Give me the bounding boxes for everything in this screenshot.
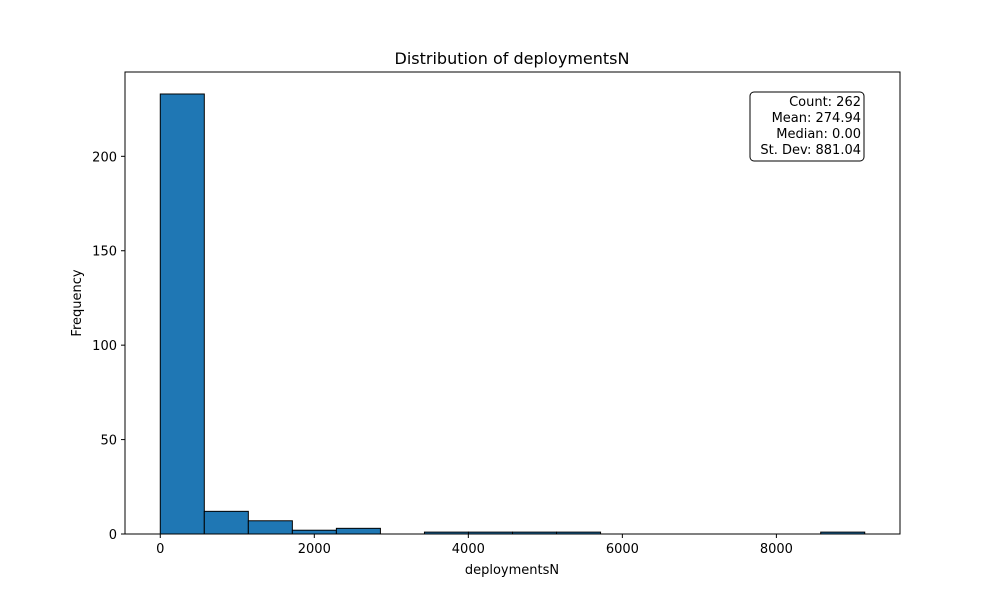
histogram-bar <box>203 510 249 535</box>
stats-line: Count: 262 <box>789 95 861 110</box>
stats-line: Mean: 274.94 <box>772 111 861 126</box>
x-tick-label: 0 <box>156 542 164 557</box>
chart-title: Distribution of deploymentsN <box>395 49 630 68</box>
stats-line: Median: 0.00 <box>776 127 861 142</box>
y-tick-label: 0 <box>109 528 117 543</box>
x-tick-label: 8000 <box>760 542 793 557</box>
y-axis-label: Frequency <box>70 269 85 336</box>
x-tick-label: 2000 <box>298 542 331 557</box>
y-axis-ticks: 0 50 100 150 200 <box>92 150 125 543</box>
x-axis-ticks: 0 2000 4000 6000 8000 <box>156 534 793 557</box>
bars-group <box>159 93 866 535</box>
plot-frame <box>124 71 901 535</box>
stats-box-frame <box>749 91 865 162</box>
histogram-bar <box>335 527 381 535</box>
x-tick-label: 4000 <box>452 542 485 557</box>
x-tick-label: 6000 <box>606 542 639 557</box>
histogram-bar <box>247 520 293 535</box>
histogram-bar <box>159 93 205 535</box>
y-tick-label: 50 <box>100 434 117 449</box>
y-tick-label: 150 <box>92 245 117 260</box>
y-tick-label: 100 <box>92 339 117 354</box>
y-tick-label: 200 <box>92 150 117 165</box>
x-axis-label: deploymentsN <box>465 563 559 578</box>
histogram-bar <box>291 529 337 535</box>
stats-line: St. Dev: 881.04 <box>760 143 861 158</box>
